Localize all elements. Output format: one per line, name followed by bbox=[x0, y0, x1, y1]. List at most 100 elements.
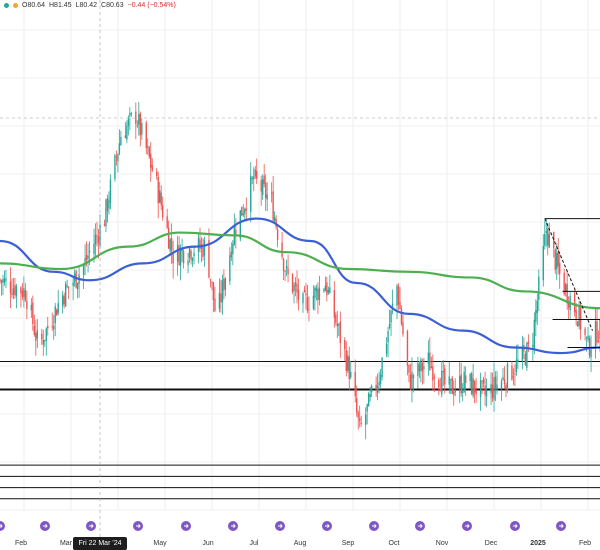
candle-body bbox=[303, 289, 306, 292]
candle-body bbox=[297, 289, 300, 300]
candle-body bbox=[563, 272, 565, 295]
grid-lines bbox=[0, 0, 600, 511]
candle-body bbox=[559, 263, 561, 274]
candle-body bbox=[11, 293, 13, 296]
candle-body bbox=[218, 292, 221, 309]
candle-body bbox=[145, 122, 147, 149]
candle-body bbox=[20, 287, 22, 294]
candle-body bbox=[151, 165, 153, 171]
candle-body bbox=[391, 303, 394, 309]
candle-body bbox=[87, 255, 89, 259]
candle-body bbox=[347, 355, 349, 371]
candle-body bbox=[232, 243, 234, 255]
candle-body bbox=[172, 253, 174, 264]
candle-body bbox=[502, 377, 504, 380]
candle-body bbox=[378, 382, 380, 386]
month-tick-label: Aug bbox=[294, 540, 307, 547]
candle-body bbox=[223, 278, 225, 291]
candle-body bbox=[506, 363, 509, 391]
candle-body bbox=[575, 309, 577, 320]
candle-body bbox=[548, 233, 550, 248]
candle-body bbox=[0, 280, 3, 283]
candle-body bbox=[590, 349, 592, 358]
candle-body bbox=[433, 377, 436, 379]
candle-body bbox=[273, 217, 276, 221]
candle-body bbox=[375, 384, 377, 390]
candle-body bbox=[12, 288, 15, 295]
candle-body bbox=[270, 192, 273, 194]
candle-body bbox=[515, 359, 518, 372]
candle-body bbox=[306, 297, 309, 312]
candle-body bbox=[67, 286, 70, 288]
candle-body bbox=[150, 153, 152, 168]
candle-body bbox=[126, 125, 128, 140]
candle-body bbox=[160, 192, 162, 206]
candle-body bbox=[427, 352, 430, 364]
candle-body bbox=[364, 414, 367, 425]
candle-body bbox=[406, 330, 409, 366]
candle-body bbox=[596, 321, 598, 343]
candle-body bbox=[72, 282, 74, 286]
candle-body bbox=[496, 384, 498, 391]
candle-body bbox=[500, 381, 503, 389]
candle-body bbox=[482, 379, 485, 384]
candle-body bbox=[511, 365, 513, 380]
candle-body bbox=[260, 180, 262, 192]
candle-body bbox=[5, 278, 7, 281]
candle-body bbox=[203, 239, 206, 256]
candle-body bbox=[503, 379, 506, 384]
candle-body bbox=[51, 326, 53, 328]
candle-body bbox=[448, 376, 450, 385]
candle-body bbox=[376, 385, 379, 393]
candle-body bbox=[439, 388, 441, 392]
candle-body bbox=[397, 286, 400, 305]
candle-body bbox=[521, 346, 524, 361]
month-tick-label: May bbox=[153, 540, 167, 547]
candle-body bbox=[209, 278, 212, 281]
candle-body bbox=[421, 362, 424, 372]
candle-body bbox=[245, 208, 247, 211]
candle-body bbox=[423, 366, 425, 370]
ohlc-legend: O80.64 H81.45 L80.42 C80.63 −0.44 (−0.54… bbox=[4, 2, 176, 9]
candle-body bbox=[312, 295, 315, 309]
candle-body bbox=[21, 290, 24, 297]
candle-body bbox=[369, 394, 371, 398]
candle-body bbox=[402, 322, 404, 335]
candle-body bbox=[291, 274, 294, 293]
candle-body bbox=[544, 233, 546, 246]
candle-body bbox=[76, 282, 79, 290]
candle-body bbox=[323, 289, 325, 291]
candle-body bbox=[136, 125, 139, 127]
candle-body bbox=[542, 245, 544, 281]
event-arrow-icon bbox=[325, 523, 330, 529]
month-tick-label: Jun bbox=[202, 540, 213, 547]
candle-body bbox=[251, 178, 253, 180]
event-arrow-icon bbox=[559, 523, 564, 529]
ohlc-open: O80.64 bbox=[22, 2, 45, 9]
candle-body bbox=[235, 229, 237, 236]
candle-body bbox=[469, 374, 471, 382]
candle-body bbox=[287, 268, 289, 275]
candle-body bbox=[420, 359, 422, 371]
candle-body bbox=[282, 259, 285, 271]
candle-body bbox=[472, 378, 474, 396]
status-dot-orange-icon bbox=[13, 3, 18, 8]
candle-body bbox=[53, 325, 55, 330]
candle-body bbox=[314, 287, 316, 299]
candle-body bbox=[302, 293, 304, 304]
candle-body bbox=[103, 224, 106, 227]
candle-body bbox=[166, 216, 168, 228]
candle-body bbox=[463, 371, 465, 392]
candle-body bbox=[272, 191, 274, 221]
candle-body bbox=[26, 301, 28, 310]
candle-body bbox=[244, 208, 246, 214]
candle-body bbox=[148, 147, 150, 157]
candle-body bbox=[182, 251, 185, 264]
candle-body bbox=[417, 362, 419, 377]
candle-body bbox=[387, 331, 389, 343]
candle-body bbox=[220, 293, 222, 303]
month-tick-label: Oct bbox=[389, 540, 400, 547]
event-arrow-icon bbox=[184, 523, 189, 529]
candle-body bbox=[147, 146, 149, 148]
